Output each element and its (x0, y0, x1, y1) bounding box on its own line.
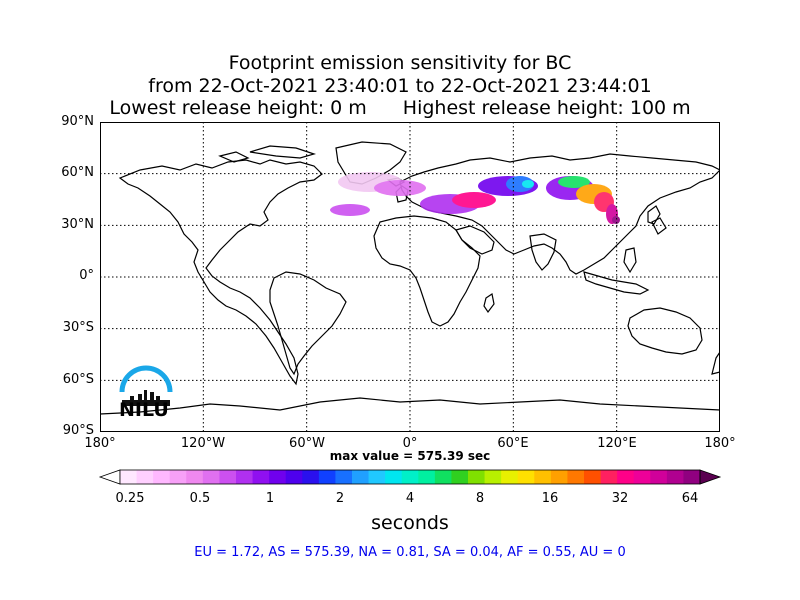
colorbar-cell (335, 470, 353, 484)
colorbar-tick-label: 0.25 (115, 491, 145, 506)
max-value-label: max value = 575.39 sec (329, 449, 491, 463)
lon-label-60e: 60°E (497, 436, 529, 451)
colorbar-cell (534, 470, 552, 484)
region-values: EU = 1.72, AS = 575.39, NA = 0.81, SA = … (194, 545, 626, 560)
map-canvas (100, 122, 720, 432)
colorbar-tick-label: 0.5 (189, 491, 211, 506)
colorbar-cell (318, 470, 336, 484)
title-line-3: Lowest release height: 0 m Highest releas… (60, 97, 740, 119)
lat-label-60s: 60°S (62, 372, 94, 387)
lon-label-120e: 120°E (597, 436, 637, 451)
footprint-map (100, 122, 720, 432)
colorbar-cell (136, 470, 154, 484)
colorbar-cell (186, 470, 204, 484)
colorbar-cell (584, 470, 601, 484)
coastlines (100, 141, 720, 415)
colorbar-cell (302, 470, 320, 484)
colorbar-cell (269, 470, 287, 484)
colorbar-cell (401, 470, 419, 484)
footprint-plume (330, 172, 620, 224)
lon-label-60w: 60°W (289, 436, 325, 451)
nilu-logo-icon (119, 365, 173, 406)
colorbar-tick-label: 32 (611, 491, 629, 506)
colorbar-cell (683, 470, 701, 484)
colorbar-cell (550, 470, 568, 484)
graticule (100, 122, 720, 432)
colorbar-tick-label: 64 (681, 491, 699, 506)
colorbar-tick-label: 8 (475, 491, 485, 506)
colorbar-over-arrow (699, 469, 722, 485)
colorbar-cell (385, 470, 403, 484)
colorbar-cell (153, 470, 171, 484)
colorbar-cell (169, 470, 187, 484)
lat-label-0: 0° (79, 268, 94, 283)
colorbar-under-arrow (98, 469, 121, 485)
colorbar-tick-label: 2 (335, 491, 345, 506)
lat-label-90s: 90°S (62, 423, 94, 438)
colorbar-cell (567, 470, 585, 484)
colorbar-cell (236, 470, 253, 484)
lon-label-0: 0° (402, 436, 418, 451)
colorbar-cell (650, 470, 668, 484)
colorbar-tick-label: 16 (541, 491, 559, 506)
colorbar-cell (434, 470, 452, 484)
title-line-2: from 22-Oct-2021 23:40:01 to 22-Oct-2021… (148, 75, 652, 97)
colorbar-cell (633, 470, 651, 484)
lat-label-60n: 60°N (61, 165, 94, 180)
colorbar-units-label: seconds (371, 512, 449, 534)
colorbar-cell (202, 470, 220, 484)
colorbar-cell (451, 470, 469, 484)
colorbar-cell (600, 470, 618, 484)
nilu-logo-text: NILU (119, 399, 169, 421)
colorbar-cell (352, 470, 369, 484)
colorbar-cell (219, 470, 237, 484)
colorbar-cell (418, 470, 436, 484)
lon-label-120w: 120°W (180, 436, 226, 451)
colorbar-cell (285, 470, 303, 484)
colorbar-cell (252, 470, 270, 484)
highest-release-height: Highest release height: 100 m (402, 97, 691, 119)
lon-label-180w: 180° (84, 436, 116, 451)
lowest-release-height: Lowest release height: 0 m (109, 97, 367, 119)
colorbar-cells (98, 469, 722, 485)
colorbar-cell (617, 470, 635, 484)
colorbar-cell (517, 470, 535, 484)
colorbar-cell (468, 470, 485, 484)
colorbar-tick-label: 4 (405, 491, 415, 506)
colorbar-cell (666, 470, 684, 484)
colorbar (98, 469, 722, 485)
colorbar-tick-label: 1 (265, 491, 275, 506)
lat-label-30s: 30°S (62, 320, 94, 335)
lon-label-180e: 180° (704, 436, 736, 451)
title-line-1: Footprint emission sensitivity for BC (228, 52, 572, 74)
colorbar-cell (120, 470, 137, 484)
colorbar-border (119, 469, 701, 485)
lat-label-90n: 90°N (61, 114, 94, 129)
colorbar-cell (368, 470, 386, 484)
lat-label-30n: 30°N (61, 217, 94, 232)
colorbar-cell (501, 470, 519, 484)
colorbar-cell (484, 470, 502, 484)
